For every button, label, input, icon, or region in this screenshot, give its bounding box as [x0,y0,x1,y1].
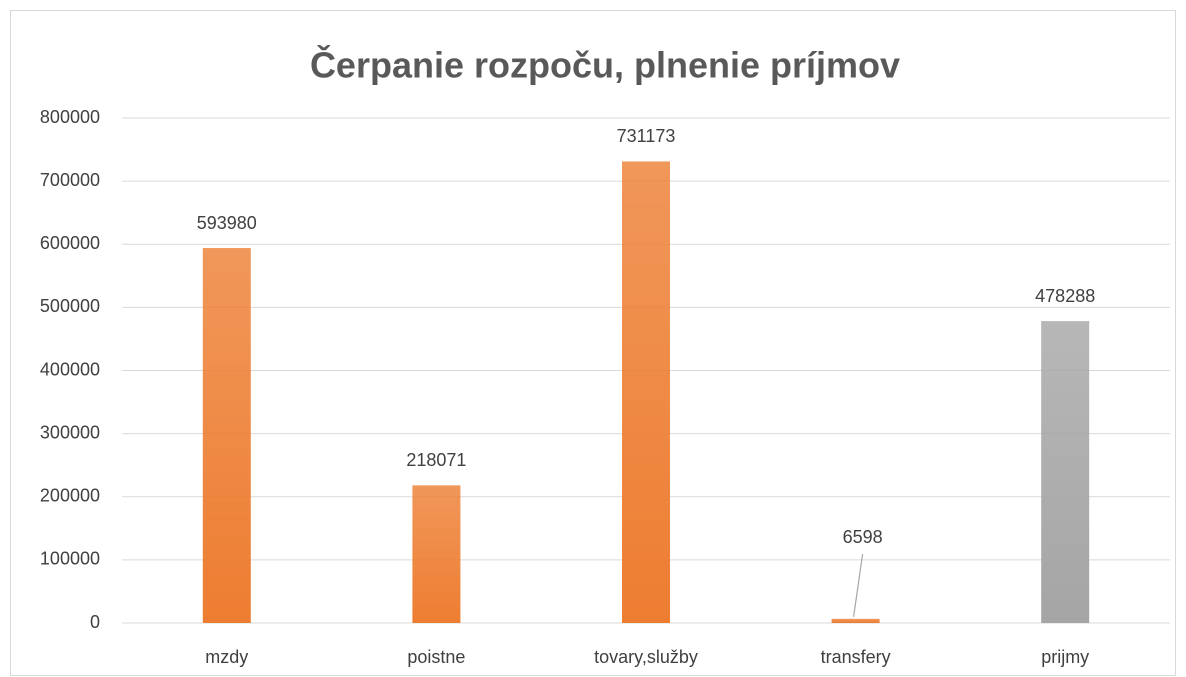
bar [202,248,251,624]
data-label: 6598 [843,527,883,547]
x-tick-label: mzdy [205,647,248,667]
bar [1041,321,1090,623]
leader-line [853,553,864,617]
y-tick-label: 500000 [40,296,100,316]
data-label: 731173 [617,126,676,146]
y-tick-label: 200000 [40,486,100,506]
chart-frame [10,10,1176,676]
data-label: 218071 [406,450,466,470]
y-tick-label: 100000 [40,549,100,569]
x-tick-label: tovary,služby [594,647,698,667]
bar [831,618,880,623]
y-tick-label: 600000 [40,233,100,253]
x-tick-label: poistne [407,647,465,667]
chart-title: Čerpanie rozpoču, plnenie príjmov [310,44,900,86]
bar [412,485,461,623]
y-tick-label: 300000 [40,422,100,442]
bar [622,161,670,624]
data-label: 478288 [1035,286,1095,306]
y-tick-label: 800000 [40,107,100,127]
x-tick-label: transfery [821,647,891,667]
y-tick-label: 0 [90,612,100,632]
y-tick-label: 700000 [40,170,100,190]
data-label: 593980 [197,213,257,233]
x-tick-label: prijmy [1041,647,1089,667]
y-tick-label: 400000 [40,359,100,379]
